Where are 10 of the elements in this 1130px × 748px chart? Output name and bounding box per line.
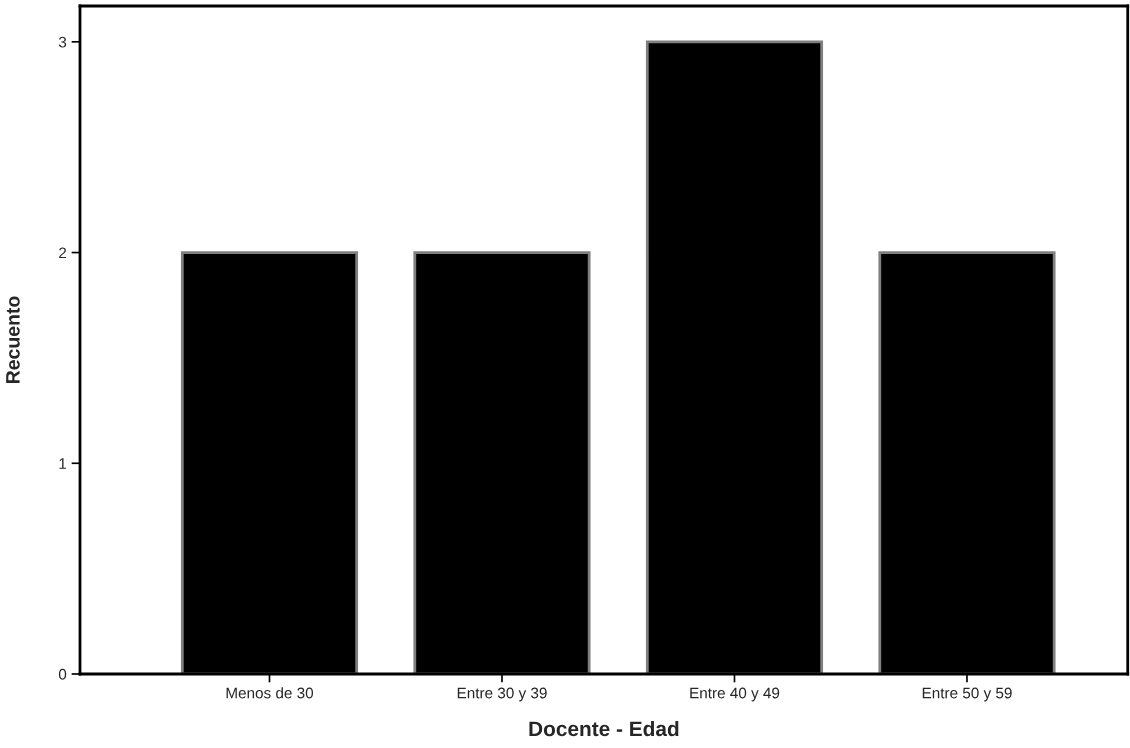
y-tick-label: 1: [59, 458, 67, 469]
y-axis-title: Recuento: [6, 296, 20, 383]
x-tick-label: Entre 40 y 49: [690, 687, 780, 702]
x-tick-label: Entre 50 y 59: [922, 687, 1012, 702]
y-tick-label: 2: [59, 247, 67, 259]
x-tick-label: Menos de 30: [226, 687, 314, 699]
y-tick-label: 3: [58, 36, 67, 48]
y-tick-label: 0: [58, 668, 67, 680]
x-axis-title: Docente - Edad: [529, 720, 679, 737]
x-tick-label: Entre 30 y 39: [457, 687, 547, 702]
